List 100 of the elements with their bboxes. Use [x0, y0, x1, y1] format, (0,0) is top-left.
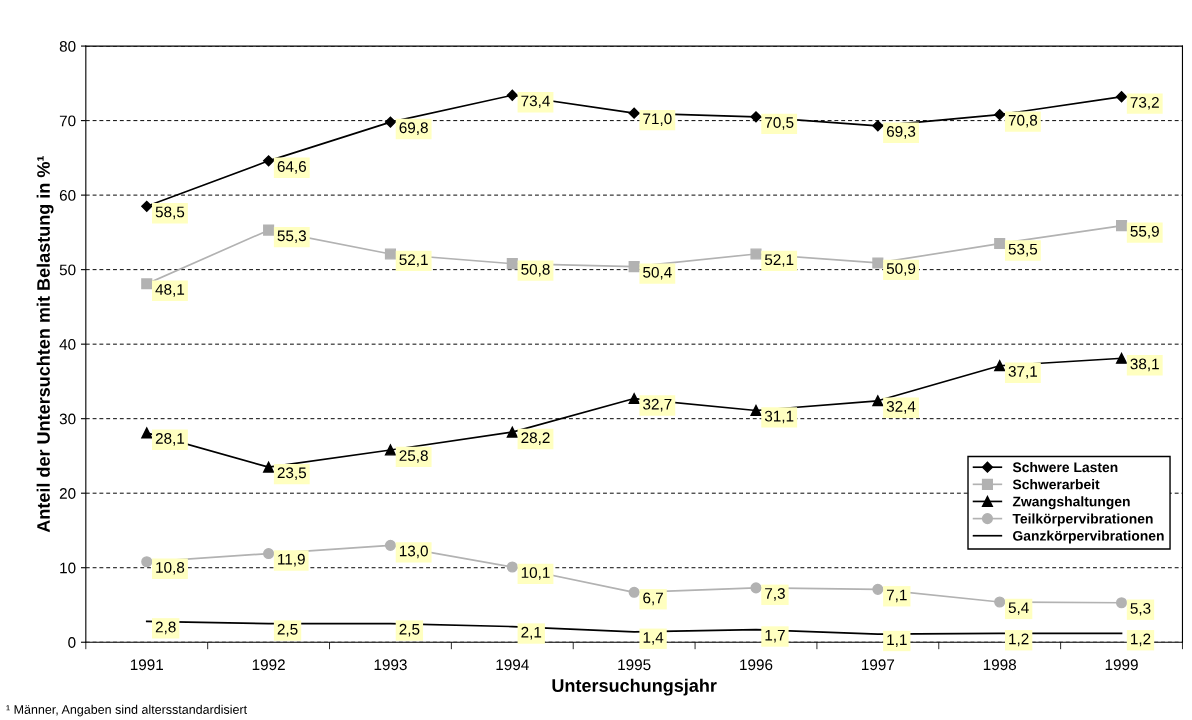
data-label: 48,1	[155, 284, 185, 297]
point	[872, 120, 884, 132]
legend-label: Schwere Lasten	[1012, 462, 1118, 473]
data-label: 1,2	[1009, 633, 1029, 647]
data-label: 2,5	[277, 623, 298, 637]
data-label: 32,4	[886, 401, 916, 414]
point	[872, 395, 884, 407]
point	[628, 261, 640, 273]
data-label: 7,1	[886, 589, 907, 603]
data-label: 7,3	[765, 588, 785, 601]
point	[263, 224, 275, 236]
point	[750, 582, 762, 594]
data-label: 50,4	[643, 266, 672, 280]
point	[384, 116, 397, 128]
data-label: 58,5	[155, 206, 185, 220]
data-label: 6,7	[643, 592, 663, 606]
point	[994, 238, 1006, 250]
data-label: 71,0	[643, 113, 672, 126]
data-label: 23,5	[277, 467, 307, 480]
y-tick-label: 70	[59, 115, 76, 127]
data-label: 69,3	[886, 126, 916, 139]
data-label: 2,5	[399, 623, 420, 637]
y-tick-label: 20	[59, 488, 76, 499]
point	[750, 404, 762, 417]
data-label: 37,1	[1008, 366, 1038, 379]
data-label: 73,4	[521, 95, 550, 109]
y-tick-label: 80	[59, 40, 76, 52]
data-label: 5,3	[1130, 602, 1151, 616]
y-tick-label: 40	[59, 339, 76, 350]
x-tick-label: 1997	[862, 659, 895, 671]
data-label: 38,1	[1130, 358, 1159, 372]
point	[506, 258, 518, 270]
y-tick-label: 60	[59, 189, 76, 201]
legend-label: Ganzkörpervibrationen	[1013, 530, 1164, 544]
point	[1115, 91, 1128, 103]
y-tick-label: 0	[68, 637, 76, 648]
point	[384, 248, 397, 260]
data-label: 1,4	[643, 632, 664, 645]
data-label: 52,1	[399, 254, 428, 267]
point	[262, 155, 275, 167]
data-label: 50,9	[886, 263, 916, 276]
x-tick-label: 1992	[252, 659, 285, 671]
point	[1115, 597, 1128, 609]
data-label: 69,8	[399, 122, 428, 135]
data-label: 1,1	[887, 634, 907, 647]
legend-label: Schwerarbeit	[1012, 479, 1100, 490]
point	[384, 539, 397, 551]
data-label: 5,4	[1008, 602, 1029, 615]
x-tick-label: 1996	[740, 659, 773, 671]
data-label: 25,8	[399, 450, 428, 463]
point	[750, 248, 762, 260]
data-label: 10,8	[156, 561, 185, 575]
y-tick-label: 50	[59, 264, 76, 276]
point	[263, 461, 275, 473]
data-label: 70,5	[765, 117, 794, 130]
data-label: 1,2	[1131, 633, 1151, 647]
point	[1115, 352, 1128, 364]
x-axis-title: Untersuchungsjahr	[552, 678, 717, 696]
point	[141, 278, 153, 290]
data-label: 70,8	[1008, 114, 1038, 128]
point	[628, 586, 640, 598]
point	[141, 556, 153, 568]
data-label: 73,2	[1130, 96, 1159, 110]
point	[994, 109, 1006, 121]
data-label: 52,1	[764, 254, 794, 267]
x-tick-label: 1999	[1105, 659, 1138, 671]
point	[1115, 220, 1128, 232]
data-label: 10,1	[521, 567, 550, 580]
x-tick-label: 1993	[374, 659, 407, 671]
text: ¹ Männer, Angaben sind altersstandardisiert	[6, 704, 247, 717]
data-label: 53,5	[1008, 243, 1038, 257]
point	[872, 583, 884, 595]
data-label: 32,7	[643, 398, 672, 412]
data-label: 55,3	[277, 230, 306, 243]
x-tick-label: 1998	[983, 659, 1017, 671]
point	[506, 89, 518, 101]
data-label: 2,8	[155, 621, 176, 635]
x-tick-label: 1994	[496, 659, 529, 671]
x-tick-label: 1991	[130, 659, 163, 671]
y-axis-title: Anteil der Untersuchten mit Belastung in %¹	[36, 156, 54, 533]
data-label: 50,8	[521, 263, 550, 277]
data-label: 28,1	[155, 433, 185, 446]
data-label: 13,0	[399, 545, 428, 559]
point	[384, 444, 397, 456]
point	[263, 548, 275, 560]
data-label: 64,6	[277, 161, 306, 174]
data-label: 31,1	[764, 410, 794, 424]
x-tick-label: 1995	[618, 659, 651, 671]
point	[506, 426, 518, 438]
data-label: 11,9	[278, 553, 305, 567]
y-tick-label: 10	[60, 562, 76, 574]
data-label: 1,7	[765, 629, 785, 643]
legend-label: Teilkörpervibrationen	[1012, 513, 1153, 527]
point	[628, 107, 640, 119]
legend-label: Zwangshaltungen	[1012, 496, 1130, 510]
data-label: 55,9	[1130, 225, 1159, 239]
point	[872, 257, 884, 269]
point	[994, 596, 1006, 608]
point	[506, 561, 518, 573]
y-tick-label: 30	[59, 413, 76, 425]
